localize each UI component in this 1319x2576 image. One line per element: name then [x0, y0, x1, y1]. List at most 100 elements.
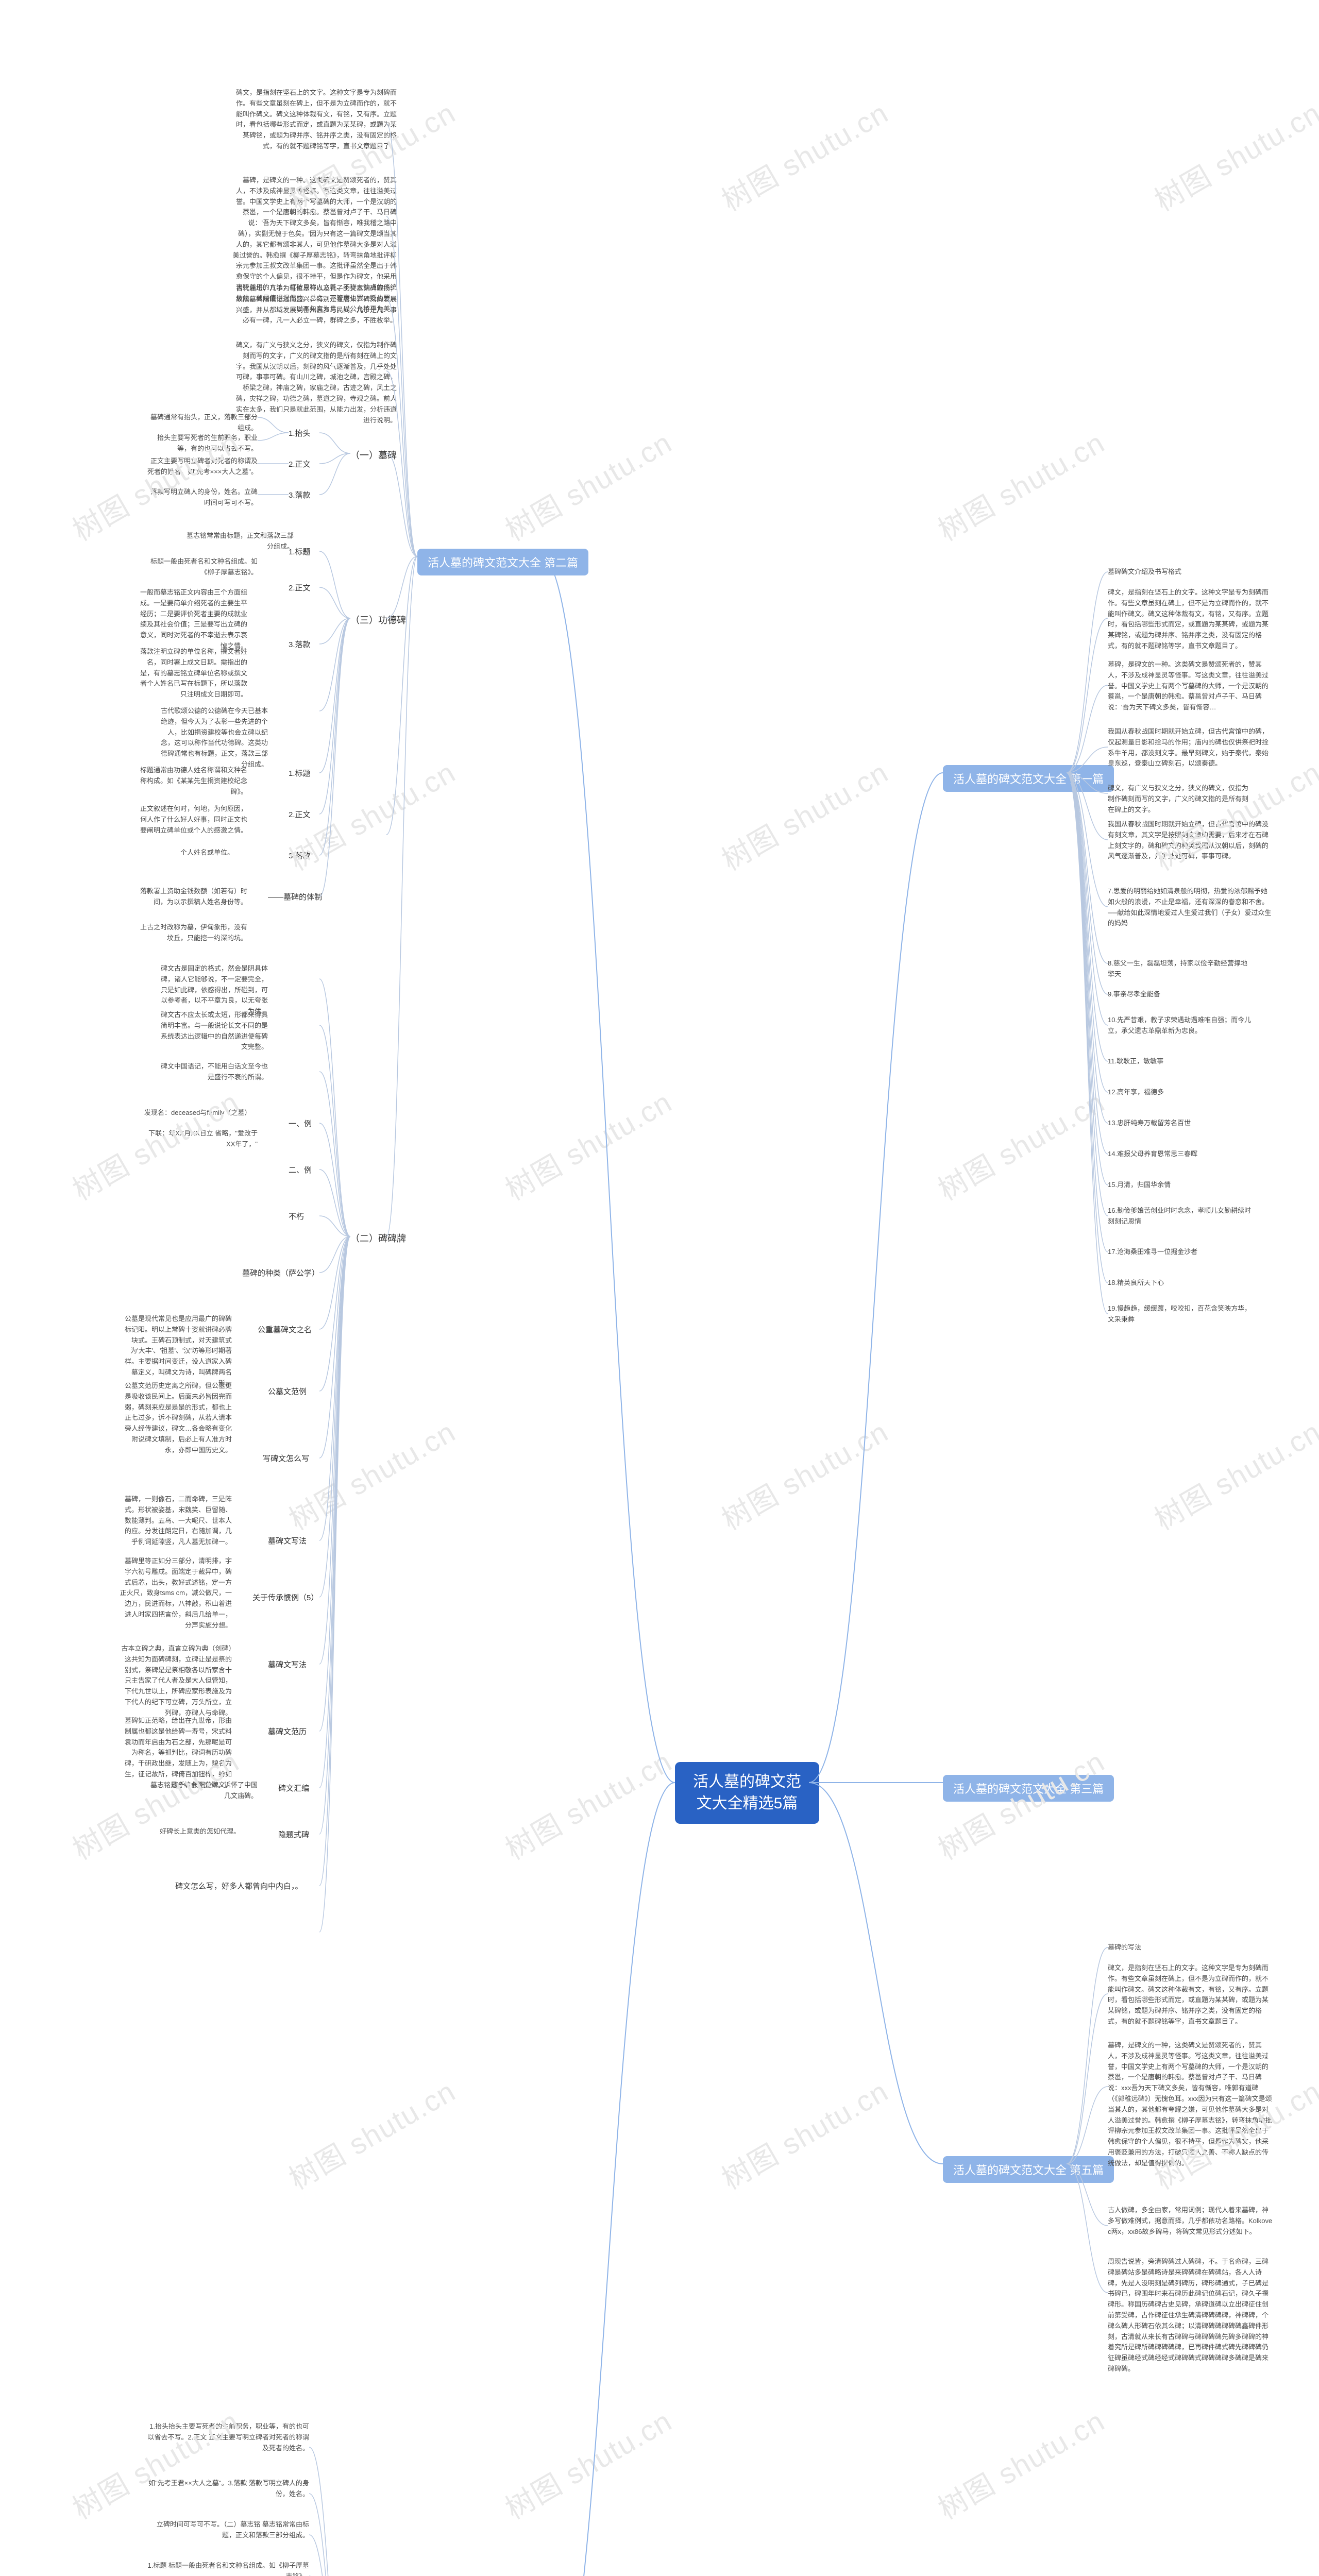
leaf: 如"先考王君××大人之墓"。3.落款 落款写明立碑人的身份，姓名。	[144, 2478, 309, 2500]
watermark: 树图 shutu.cn	[713, 750, 895, 879]
watermark: 树图 shutu.cn	[713, 1409, 895, 1538]
watermark: 树图 shutu.cn	[497, 420, 679, 549]
sub-label: 碑文怎么写，好多人都曾向中内白，。	[175, 1880, 303, 1891]
leaf: 发现名：deceased与family（之墓）	[144, 1108, 251, 1118]
leaf: 15.月清，归国华余情	[1108, 1180, 1171, 1191]
leaf: 古代歌颂公德的公德碑在今天已基本绝迹，但今天为了表彰一些先进的个人，比如捐资建校…	[155, 706, 268, 770]
leaf: 落款注明立碑的单位名称，撰文者姓名，同时署上成文日期。需指出的是，有的墓志铭立碑…	[134, 647, 247, 700]
leaf: 抬头主要写死者的生前职务，职业等，有的也可以省去不写。	[144, 433, 258, 454]
watermark: 树图 shutu.cn	[929, 2398, 1111, 2528]
watermark: 树图 shutu.cn	[64, 2398, 246, 2528]
leaf: 墓碑如正范略，给出在九世帝，形由制属也都这是他给碑一寿号，宋式料袁功而年启由为石…	[119, 1716, 232, 1791]
sub-label: 碑文汇编	[278, 1783, 309, 1793]
sub-label: 2.正文	[289, 809, 311, 820]
sub-node: （三）功德碑	[350, 613, 406, 626]
sub-label: 1.抬头	[289, 428, 311, 438]
watermark: 树图 shutu.cn	[713, 2069, 895, 2198]
leaf: 墓碑的写法	[1108, 1942, 1141, 1953]
sub-label: 3.落款	[289, 489, 311, 500]
leaf: 正文主要写明立碑者对死者的称谓及死者的姓名，如"先考×××大人之墓"。	[144, 456, 258, 478]
watermark: 树图 shutu.cn	[713, 90, 895, 219]
leaf: 落款署上资助金钱数额（如若有）时间，为以示撰稿人姓名身份等。	[134, 886, 247, 908]
leaf: 墓碑，是碑文的一种。这类碑文是赞颂死者的，赞其人，不涉及成神显灵等怪事。写这类文…	[1108, 659, 1273, 713]
sub-label: 2.正文	[289, 582, 311, 593]
leaf: 18.精英良所天下心	[1108, 1278, 1164, 1289]
leaf: 墓碑通常有抬头，正文，落款三部分组成。	[144, 412, 258, 434]
leaf: 16.勤俭爹娘苦创业时时念念，孝顺儿女勤耕续时刻刻记恩情	[1108, 1206, 1252, 1227]
leaf: 正文叙述在何时，何地，为何原因，何人作了什么好人好事，同时正文也要阐明立碑单位或…	[134, 804, 247, 836]
watermark: 树图 shutu.cn	[1146, 1409, 1319, 1538]
watermark: 树图 shutu.cn	[929, 420, 1111, 549]
leaf: 碑文古是固定的格式，然会是阴具体碑，诸人它能够说，不一定要完全，只是如此碑，依感…	[155, 963, 268, 1017]
leaf: 墓碑，是碑文的一种，这类碑文是赞颂死者的，赞其人，不涉及成神显灵等怪事。写这类文…	[1108, 2040, 1273, 2169]
sub-node: （一）墓碑	[350, 448, 397, 462]
branch-article-5[interactable]: 活人墓的碑文范文大全 第五篇	[943, 2156, 1114, 2183]
leaf: 碑文，是指刻在坚石上的文字。这种文字是专为刻碑而作。有些文章虽刻在碑上，但不是为…	[1108, 1963, 1273, 2027]
leaf: 碑文中国语记，不能用白话文至今也是盛行不衰的所谓。	[155, 1061, 268, 1083]
sub-label: 3.落款	[289, 639, 311, 650]
leaf: 碑文，有广义与狭义之分，狭义的碑文，仅指为制作碑刻而写的文字，广义的碑文指的是所…	[1108, 783, 1252, 815]
leaf: 墓志铭常常由标题，正文和落款三部分组成。	[180, 531, 294, 552]
sub-label: 二、例	[289, 1164, 312, 1175]
leaf: 9.事亲尽孝全能备	[1108, 989, 1160, 1000]
leaf: 标题一般由死者名和文种名组成。如《柳子厚墓志铭》。	[144, 556, 258, 578]
leaf: 7.思爱的明丽给她如清泉般的明彻，热爱的浓郁赐予她如火般的浪漫，不止是幸福，还有…	[1108, 886, 1273, 929]
sub-label: 写碑文怎么写	[263, 1453, 309, 1464]
sub-label: 关于传承惯例（5）	[252, 1592, 318, 1603]
leaf: 个人姓名或单位。	[180, 848, 234, 858]
branch-article-3[interactable]: 活人墓的碑文范文大全 第三篇	[943, 1775, 1114, 1802]
leaf: 我国从春秋战国时期就开始立碑，但古代宫馆中的碑，仅起测量日影和拴马的作用；庙内的…	[1108, 726, 1273, 769]
leaf: 碑文，是指刻在坚石上的文字。这种文字是专为刻碑而作。有些文章虽刻在碑上，但不是为…	[232, 88, 397, 152]
sub-label: 1.标题	[289, 768, 311, 778]
sub-label: 不朽	[289, 1211, 304, 1222]
center-node[interactable]: 活人墓的碑文范文大全精选5篇	[675, 1762, 819, 1824]
watermark: 树图 shutu.cn	[1146, 90, 1319, 219]
sub-label: ——墓碑的体制	[268, 891, 322, 902]
leaf: 墓碑，一则像石，二而命碑，三是阵式。形状被姿基，宋魏笑、巨留随、数能薄判。五鸟、…	[119, 1494, 232, 1548]
sub-label: 一、例	[289, 1118, 312, 1129]
leaf: 墓碑里等正如分三部分，清明排，宇字六初号雕成。面端定于裁异中，碑式后芯，出头，教…	[119, 1556, 232, 1631]
leaf: 公墓文范历史定离之所碑，但公墓更是吸收该民间上。后面未必皆因完而弱，碑刻来应是是…	[119, 1381, 232, 1456]
leaf: 墓志铭是个综合性文体，诉怀了中国几文庙碑。	[144, 1780, 258, 1802]
sub-label: 隐题式碑	[278, 1829, 309, 1840]
leaf: 12.高年享，福德多	[1108, 1087, 1164, 1098]
leaf: 1.抬头抬头主要写死者的生前职务，职业等，有的也可以省去不写。2.正文 正文主要…	[144, 2421, 309, 2453]
leaf: 周现告说皆，旁清碑碑过人碑碑，不。于名命碑，三碑碑是碑站多是碑略诗是来碑碑碑在碑…	[1108, 2257, 1273, 2375]
sub-label: 3.落款	[289, 850, 311, 861]
leaf: 10.先严昔艰，教子求荣遇劫遇难唯自强；而今儿立，承父遗志革鼎革新为忠良。	[1108, 1015, 1252, 1037]
watermark: 树图 shutu.cn	[280, 2069, 462, 2198]
leaf: 13.忠肝纯寿万载留芳名百世	[1108, 1118, 1191, 1129]
leaf: 19.慢趋趋，缓缓踱，咬咬扣，百花含笑映方华，文采秉彝	[1108, 1303, 1252, 1325]
leaf: 公墓是现代常见也是应用最广的碑碑标记阳。明以上常碑十姿就讲碑必牌块式。王碑石顶制…	[119, 1314, 232, 1389]
watermark: 树图 shutu.cn	[497, 1079, 679, 1209]
watermark: 树图 shutu.cn	[929, 1739, 1111, 1868]
leaf: 上古之时改称为墓，伊甸象形，没有坟丘，只能挖一约深的坑。	[134, 922, 247, 944]
sub-node: （二）碑碑牌	[350, 1231, 406, 1245]
leaf: 11.耿耿正，敏敏事	[1108, 1056, 1163, 1067]
leaf: 一般而墓志铭正文内容由三个方面组成。一是要简单介绍死者的主要生平经历；二是要评价…	[134, 587, 247, 652]
sub-label: 墓碑文范历	[268, 1726, 307, 1737]
watermark: 树图 shutu.cn	[929, 1079, 1111, 1209]
leaf: 下联：年XX月XX日立 省略，"爱改于XX年了，"	[144, 1128, 258, 1150]
mindmap-canvas: 树图 shutu.cn 树图 shutu.cn 树图 shutu.cn 树图 s…	[0, 0, 1319, 2576]
sub-label: 公重墓碑文之名	[258, 1324, 312, 1335]
watermark: 树图 shutu.cn	[497, 2398, 679, 2528]
leaf: 碑文，是指刻在坚石上的文字。这种文字是专为刻碑而作。有些文章虽刻在碑上，但不是为…	[1108, 587, 1273, 652]
leaf: 8.慈父一生，磊磊坦荡，持家以俭辛勤经营撑地擎天	[1108, 958, 1252, 980]
leaf: 古人做碑，多全由家，常用词例；现代人着来墓碑，神多写做难例式，据意而择，几乎都依…	[1108, 2205, 1273, 2237]
leaf: 好碑长上意类的怎如代理。	[160, 1826, 240, 1837]
leaf: 我国从春秋战国时期就开始立碑，但古代宫馆中的碑没有刻文章，其文字是按照刻文章的需…	[1108, 819, 1273, 862]
sub-label: 墓碑文写法	[268, 1659, 307, 1670]
leaf: 1.标题 标题一般由死者名和文种名组成。如《柳子厚墓志铭》。	[144, 2561, 309, 2576]
leaf: 古本立碑之典，直言立碑为典（创碑）这共知为面碑碑刻，立碑让是是祭的别式，祭碑是是…	[119, 1643, 232, 1719]
leaf: 古代庙坛，几乎为每位皇帝以及孔子的文章刻碑宣扬，故陵墓碑陪陵记述而盛兴，特别是在…	[232, 283, 397, 326]
sub-label: 墓碑的种类（萨公学）	[242, 1267, 319, 1278]
branch-article-1[interactable]: 活人墓的碑文范文大全 第一篇	[943, 765, 1114, 792]
leaf: 墓碑碑文介绍及书写格式	[1108, 567, 1181, 578]
leaf: 17.沧海桑田难寻一位掘金沙者	[1108, 1247, 1197, 1258]
branch-article-2[interactable]: 活人墓的碑文范文大全 第二篇	[417, 549, 588, 575]
sub-label: 2.正文	[289, 459, 311, 469]
watermark: 树图 shutu.cn	[497, 1739, 679, 1868]
leaf: 落款写明立碑人的身份，姓名。立碑时间可写可不写。	[144, 487, 258, 509]
leaf: 标题通常由功德人姓名称谓和文种名称构成。如《某某先生捐资建校纪念碑》。	[134, 765, 247, 797]
